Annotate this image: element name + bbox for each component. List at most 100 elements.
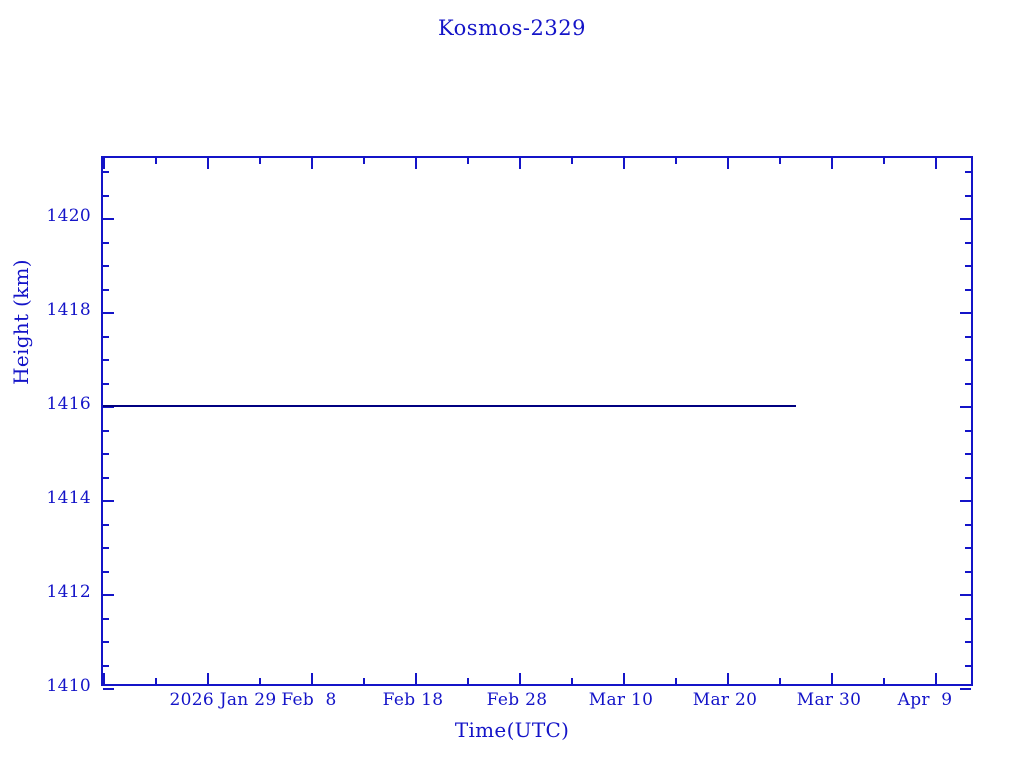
axis-tick: [519, 673, 521, 684]
axis-tick: [103, 171, 109, 174]
axis-tick: [103, 617, 109, 620]
axis-tick: [727, 158, 729, 169]
axis-tick: [883, 158, 885, 164]
axis-tick: [103, 194, 109, 197]
axis-tick: [155, 678, 157, 684]
axis-tick: [623, 673, 625, 684]
x-axis-tick-label: Feb 8: [281, 690, 337, 710]
axis-tick: [103, 523, 109, 526]
axis-tick: [675, 678, 677, 684]
axis-tick: [103, 547, 109, 550]
axis-tick: [623, 158, 625, 169]
axis-tick: [259, 158, 261, 164]
axis-tick: [103, 406, 114, 409]
y-axis-title: Height (km): [9, 259, 33, 385]
axis-tick: [965, 570, 971, 573]
x-axis-tick-label: Apr 9: [897, 690, 953, 710]
axis-tick: [965, 641, 971, 643]
x-axis-tick-label: 2026 Jan 29: [169, 690, 277, 710]
axis-tick: [259, 678, 261, 684]
axis-tick: [965, 194, 971, 197]
axis-tick: [207, 158, 209, 169]
axis-tick: [960, 500, 971, 503]
axis-tick: [103, 476, 109, 479]
axis-tick: [155, 158, 157, 164]
axis-tick: [965, 523, 971, 526]
axis-tick: [960, 688, 971, 690]
plot-frame: [101, 156, 973, 690]
axis-tick: [779, 158, 781, 164]
axis-tick: [965, 476, 971, 479]
axis-tick: [103, 664, 109, 667]
page-title: Kosmos-2329: [438, 16, 586, 40]
axis-tick: [103, 158, 105, 169]
axis-tick: [103, 241, 109, 244]
axis-tick: [363, 678, 365, 684]
x-axis-tick-label: Feb 28: [486, 690, 548, 710]
x-axis-tick-label: Mar 20: [692, 690, 758, 710]
axis-tick: [965, 288, 971, 291]
axis-tick: [965, 241, 971, 244]
axis-tick: [571, 158, 573, 164]
axis-tick: [311, 673, 313, 684]
data-series-layer: [103, 405, 797, 408]
x-axis-tick-label: Feb 18: [382, 690, 444, 710]
axis-tick: [965, 664, 971, 667]
axis-tick: [103, 570, 109, 573]
y-axis-tick-label: 1418: [46, 300, 91, 321]
axis-tick: [103, 359, 109, 362]
axis-tick: [103, 500, 114, 503]
x-axis-tick-label: Mar 10: [588, 690, 654, 710]
axis-tick: [935, 673, 937, 684]
axis-tick: [103, 288, 109, 291]
axis-tick: [467, 678, 469, 684]
axis-tick: [675, 158, 677, 164]
axis-tick: [883, 678, 885, 684]
axis-tick: [519, 158, 521, 169]
axis-tick: [207, 673, 209, 684]
axis-tick: [415, 158, 417, 169]
axis-tick: [965, 335, 971, 338]
axis-tick: [965, 265, 971, 268]
axis-tick: [103, 218, 114, 221]
y-axis-tick-label: 1412: [46, 582, 91, 603]
axis-tick: [103, 453, 109, 456]
axis-tick: [103, 594, 114, 597]
axis-tick: [467, 158, 469, 164]
axis-tick: [965, 359, 971, 362]
axis-tick: [965, 547, 971, 550]
axis-tick: [960, 312, 971, 315]
axis-tick: [965, 429, 971, 432]
axis-tick: [779, 678, 781, 684]
y-axis-tick-label: 1414: [46, 488, 91, 509]
axis-tick: [965, 171, 971, 174]
axis-tick: [103, 335, 109, 338]
axis-tick: [311, 158, 313, 169]
x-axis-tick-label: Mar 30: [796, 690, 862, 710]
axis-tick: [965, 617, 971, 620]
axis-tick: [831, 673, 833, 684]
axis-tick: [571, 678, 573, 684]
axis-tick: [103, 429, 109, 432]
axis-tick: [103, 688, 114, 690]
axis-tick: [103, 265, 109, 268]
axis-tick: [965, 453, 971, 456]
axis-tick: [960, 406, 971, 409]
axis-tick: [103, 382, 109, 385]
y-axis-tick-label: 1416: [46, 394, 91, 415]
axis-tick: [415, 673, 417, 684]
axis-tick: [960, 594, 971, 597]
y-axis-tick-label: 1420: [46, 206, 91, 227]
axis-tick: [727, 673, 729, 684]
axis-tick: [363, 158, 365, 164]
axis-tick: [103, 641, 109, 643]
axis-tick: [935, 158, 937, 169]
y-axis-tick-label: 1410: [46, 676, 91, 696]
axis-tick: [103, 312, 114, 315]
axis-tick: [965, 382, 971, 385]
plot-area: [103, 158, 971, 690]
x-axis-title: Time(UTC): [454, 718, 570, 742]
axis-tick: [103, 673, 105, 684]
axis-tick: [960, 218, 971, 221]
axis-tick: [831, 158, 833, 169]
